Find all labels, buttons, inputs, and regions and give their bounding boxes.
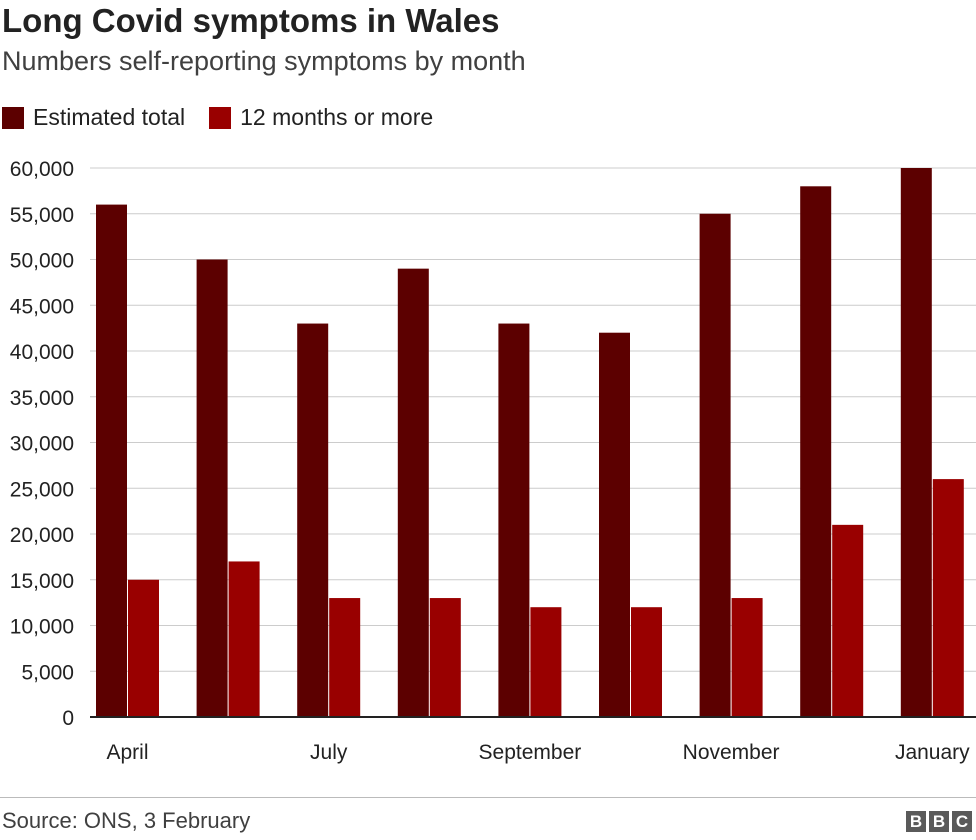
bar-chart: 0 5,000 10,000 15,000 20,000 25,000 30,000 35,0… bbox=[10, 158, 976, 764]
bar-12-months-or-more bbox=[329, 598, 361, 717]
bar-estimated-total bbox=[498, 323, 530, 717]
legend-item-estimated-total: Estimated total bbox=[2, 104, 185, 131]
source-note: Source: ONS, 3 February bbox=[2, 808, 251, 833]
bar-estimated-total bbox=[599, 332, 630, 717]
x-tick-label: April bbox=[106, 741, 148, 764]
legend: Estimated total 12 months or more bbox=[2, 104, 457, 131]
x-tick-label: January bbox=[895, 741, 970, 764]
legend-swatch-12-months bbox=[209, 106, 232, 129]
x-tick-label: July bbox=[310, 741, 348, 764]
bar-estimated-total bbox=[800, 186, 832, 718]
y-tick-label: 15,000 bbox=[10, 570, 74, 593]
legend-label-12-months: 12 months or more bbox=[240, 104, 434, 130]
bar-12-months-or-more bbox=[128, 579, 159, 717]
bar-estimated-total bbox=[397, 268, 429, 717]
y-tick-label: 30,000 bbox=[10, 433, 74, 456]
bar-estimated-total bbox=[900, 168, 932, 717]
y-tick-label: 20,000 bbox=[10, 524, 74, 547]
y-tick-label: 45,000 bbox=[10, 295, 74, 318]
bar-12-months-or-more bbox=[731, 598, 763, 717]
y-tick-label: 5,000 bbox=[21, 661, 74, 684]
y-tick-label: 40,000 bbox=[10, 341, 74, 364]
bar-12-months-or-more bbox=[832, 524, 864, 717]
y-tick-label: 50,000 bbox=[10, 250, 74, 273]
y-tick-label: 10,000 bbox=[10, 616, 74, 639]
bbc-logo-letter: B bbox=[929, 811, 949, 832]
bbc-logo-letter: C bbox=[952, 811, 972, 832]
y-tick-label: 25,000 bbox=[10, 478, 74, 501]
y-tick-label: 55,000 bbox=[10, 204, 74, 227]
y-tick-label: 60,000 bbox=[10, 158, 74, 181]
bar-estimated-total bbox=[96, 204, 127, 718]
legend-item-12-months: 12 months or more bbox=[209, 104, 433, 131]
chart-subtitle: Numbers self-reporting symptoms by month bbox=[2, 46, 526, 76]
chart-title: Long Covid symptoms in Wales bbox=[2, 2, 500, 39]
footer-divider bbox=[0, 797, 976, 798]
bar-estimated-total bbox=[297, 323, 329, 717]
y-tick-label: 0 bbox=[62, 707, 74, 730]
bbc-logo: B B C bbox=[903, 811, 972, 832]
y-tick-label: 35,000 bbox=[10, 387, 74, 410]
bar-12-months-or-more bbox=[429, 598, 461, 717]
x-tick-label: September bbox=[479, 741, 582, 764]
bbc-logo-letter: B bbox=[906, 811, 926, 832]
bar-estimated-total bbox=[699, 213, 731, 717]
x-tick-label: November bbox=[683, 741, 780, 764]
bar-12-months-or-more bbox=[631, 607, 662, 717]
legend-swatch-estimated-total bbox=[2, 106, 24, 129]
legend-label-estimated-total: Estimated total bbox=[33, 104, 186, 130]
bar-estimated-total bbox=[196, 259, 228, 717]
bar-12-months-or-more bbox=[228, 561, 260, 717]
bar-12-months-or-more bbox=[530, 607, 562, 717]
bar-12-months-or-more bbox=[932, 479, 964, 717]
